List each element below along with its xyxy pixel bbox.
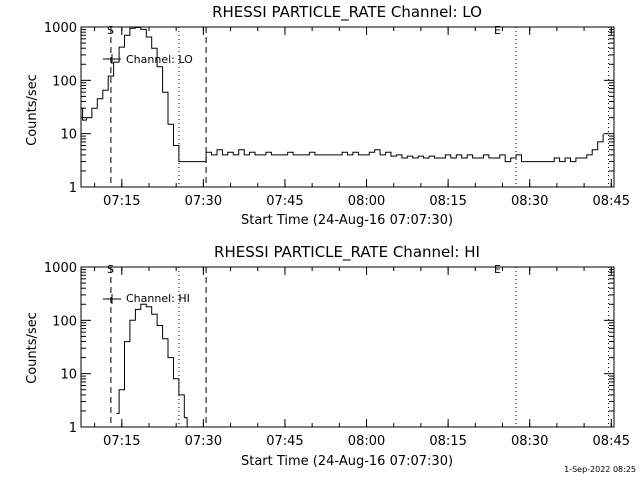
panel-lo-xtick-label: 08:30 xyxy=(511,194,548,209)
panel-hi-xtick-label: 07:45 xyxy=(266,434,303,449)
panel-lo-xlabel: Start Time (24-Aug-16 07:07:30) xyxy=(241,213,453,228)
panel-hi-legend-label: Channel: HI xyxy=(126,292,190,305)
panel-hi-ytick-label: 1000 xyxy=(44,261,77,276)
panel-hi-xtick-label: 08:30 xyxy=(511,434,548,449)
panel-lo-xtick-label: 07:45 xyxy=(266,194,303,209)
panel-hi-xtick-label: 08:00 xyxy=(348,434,385,449)
panel-lo-title: RHESSI PARTICLE_RATE Channel: LO xyxy=(212,3,482,22)
panel-lo-xtick-label: 08:45 xyxy=(593,194,630,209)
panel-lo-xtick-label: 08:15 xyxy=(429,194,466,209)
panel-hi-title: RHESSI PARTICLE_RATE Channel: HI xyxy=(214,243,480,262)
panel-lo-ytick-label: 10 xyxy=(60,128,77,143)
panel-lo-frame xyxy=(80,26,615,188)
panel-hi-ytick-label: 100 xyxy=(52,314,77,329)
panel-lo-end-marker-label: E xyxy=(494,24,501,37)
panel-hi-xtick-label: 08:45 xyxy=(593,434,630,449)
panel-hi-ytick-label: 1 xyxy=(69,421,77,436)
panel-lo-ytick-label: 1 xyxy=(69,181,77,196)
panel-hi-ytick-label: 10 xyxy=(60,368,77,383)
panel-lo-series-line xyxy=(81,27,604,163)
panel-hi-xlabel: Start Time (24-Aug-16 07:07:30) xyxy=(241,454,453,469)
panel-lo-ylabel: Counts/sec xyxy=(25,74,40,146)
panel-lo-xtick-label: 07:15 xyxy=(103,194,140,209)
panel-lo-xtick-label: 08:00 xyxy=(348,194,385,209)
panel-hi-ylabel: Counts/sec xyxy=(25,312,40,384)
panel-lo-legend-label: Channel: LO xyxy=(126,53,193,66)
panel-hi: RHESSI PARTICLE_RATE Channel: HI Counts/… xyxy=(25,243,630,469)
panel-hi-xtick-label: 07:15 xyxy=(103,434,140,449)
panel-lo-ytick-label: 100 xyxy=(52,74,77,89)
panel-hi-xtick-label: 08:15 xyxy=(429,434,466,449)
panel-hi-end-marker-label: E xyxy=(494,263,501,276)
panel-lo-ytick-label: 1000 xyxy=(44,21,77,36)
panel-lo-xtick-label: 07:30 xyxy=(185,194,222,209)
footer-timestamp: 1-Sep-2022 08:25 xyxy=(564,465,636,474)
panel-lo: RHESSI PARTICLE_RATE Channel: LO Counts/… xyxy=(25,3,630,228)
panel-hi-xtick-label: 07:30 xyxy=(185,434,222,449)
panel-hi-frame xyxy=(80,266,615,428)
panel-hi-series-line xyxy=(116,303,188,427)
